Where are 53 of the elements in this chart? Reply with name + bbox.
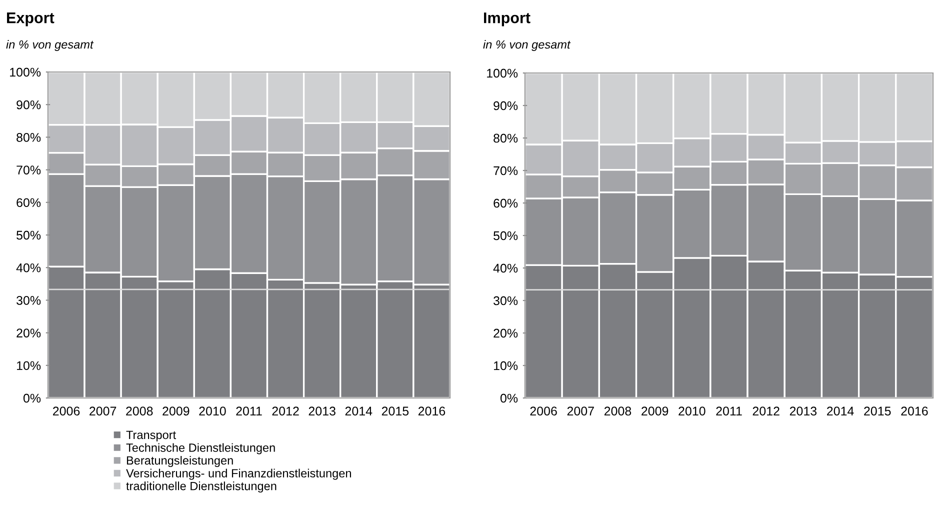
- y-tick-label: 80%: [16, 133, 41, 142]
- y-tick-label: 30%: [494, 296, 518, 306]
- y-tick-label: 0%: [500, 394, 518, 403]
- chart-title: Export: [7, 12, 54, 26]
- x-tick-label: 2015: [864, 406, 891, 416]
- x-tick-label: 2007: [567, 406, 594, 416]
- chart-subtitle: in % von gesamt: [483, 40, 571, 52]
- y-tick-label: 90%: [494, 101, 518, 110]
- x-tick-label: 2006: [53, 406, 80, 416]
- legend-label: Technische Dienstleistungen: [126, 443, 275, 454]
- legend-label: Beratungsleistungen: [126, 456, 233, 467]
- x-tick-label: 2016: [418, 406, 446, 416]
- x-tick-label: 2008: [604, 406, 632, 416]
- x-tick-label: 2014: [345, 406, 372, 416]
- y-tick-label: 100%: [487, 68, 518, 78]
- x-tick-label: 2016: [901, 406, 928, 416]
- x-tick-label: 2015: [382, 406, 409, 416]
- y-tick-label: 50%: [494, 231, 518, 240]
- y-tick-label: 70%: [494, 166, 518, 176]
- y-tick-label: 70%: [16, 166, 41, 174]
- x-tick-label: 2012: [752, 406, 780, 416]
- x-tick-label: 2010: [678, 406, 706, 416]
- y-tick-label: 30%: [16, 296, 41, 305]
- y-tick-label: 10%: [494, 361, 518, 370]
- y-tick-label: 10%: [16, 361, 41, 370]
- x-tick-label: 2013: [308, 406, 336, 416]
- legend-label: traditionelle Dienstleistungen: [126, 482, 276, 493]
- y-tick-label: 100%: [10, 68, 41, 77]
- x-tick-label: 2011: [236, 406, 262, 416]
- x-tick-label: 2007: [90, 406, 116, 416]
- y-tick-label: 20%: [16, 328, 41, 338]
- x-tick-label: 2009: [162, 406, 190, 416]
- x-tick-label: 2010: [199, 406, 226, 416]
- x-tick-label: 2011: [716, 406, 742, 416]
- y-tick-label: 20%: [494, 328, 518, 338]
- x-tick-label: 2008: [126, 406, 153, 416]
- y-tick-label: 40%: [16, 263, 41, 272]
- legend-label: Versicherungs- und Finanzdienstleistungen: [126, 468, 351, 480]
- y-tick-label: 90%: [16, 100, 41, 110]
- y-tick-label: 60%: [16, 198, 41, 208]
- x-tick-label: 2012: [272, 406, 299, 416]
- x-tick-label: 2006: [530, 406, 557, 416]
- chart-title: Import: [484, 12, 530, 26]
- y-tick-label: 40%: [493, 264, 518, 273]
- y-tick-label: 80%: [494, 134, 518, 143]
- x-tick-label: 2014: [827, 406, 854, 416]
- legend-label: Transport: [126, 430, 176, 442]
- chart-subtitle: in % von gesamt: [6, 40, 94, 52]
- x-tick-label: 2009: [642, 406, 668, 416]
- y-tick-label: 60%: [494, 198, 518, 208]
- y-tick-label: 50%: [16, 230, 41, 240]
- y-tick-label: 0%: [23, 394, 41, 403]
- x-tick-label: 2013: [790, 406, 817, 416]
